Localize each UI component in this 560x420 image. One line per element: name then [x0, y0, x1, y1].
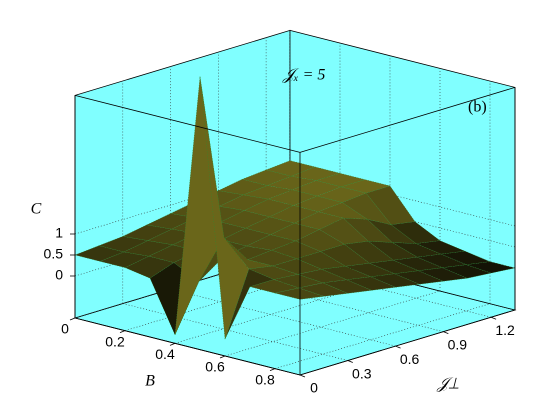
surface-face: [223, 237, 273, 270]
tick-mark: [219, 355, 226, 359]
x-tick-label: 0.2: [105, 333, 125, 349]
z-tick-label: 0.5: [44, 246, 64, 262]
y-tick-label: 0.6: [400, 351, 420, 367]
surface-face: [145, 213, 197, 230]
tick-mark: [169, 342, 176, 346]
surface-face: [274, 287, 324, 300]
box-edge: [74, 317, 301, 376]
surface-face: [218, 194, 270, 211]
x-tick-label: 0: [61, 321, 69, 337]
tick-mark: [119, 330, 126, 334]
tick-mark: [69, 317, 76, 321]
panel-label: (b): [468, 99, 487, 116]
surface-face: [219, 210, 271, 229]
x-tick-label: 0.6: [205, 359, 225, 375]
grid: [69, 30, 516, 378]
z-axis-label: C: [31, 201, 42, 218]
surface-face: [74, 245, 125, 262]
surface-face: [146, 228, 198, 246]
surface-face: [317, 202, 369, 220]
surface-face: [269, 222, 321, 242]
y-tick-label: 0.3: [352, 365, 372, 381]
surface-face: [220, 228, 272, 247]
surface-face: [243, 198, 295, 218]
surface-face: [292, 195, 344, 213]
box-edge: [74, 95, 301, 153]
surface-face: [293, 211, 345, 230]
box-edge: [299, 87, 516, 153]
tick-mark: [347, 360, 353, 363]
y-tick-label: 1.2: [495, 322, 515, 338]
x-tick-label: 0.4: [155, 346, 175, 362]
y-tick-label: 0: [310, 380, 318, 396]
surface-face: [316, 186, 367, 203]
surface-face: [268, 205, 320, 224]
surface-face: [244, 216, 296, 235]
tick-mark: [490, 316, 497, 320]
x-axis-label: B: [145, 373, 155, 390]
surface-face: [99, 251, 150, 268]
surface-face: [265, 160, 316, 177]
box-edge: [299, 309, 516, 376]
tick-mark: [443, 331, 449, 335]
surface: [74, 76, 516, 340]
y-axis-label: 𝒥⊥: [436, 376, 459, 393]
surface-face: [291, 180, 342, 197]
surface-face: [98, 236, 149, 253]
surface-face: [241, 169, 292, 186]
y-tick-label: 0.9: [448, 336, 468, 352]
z-tick-label: 0: [55, 267, 63, 283]
x-tick-label: 0.8: [255, 371, 275, 387]
tick-mark: [395, 345, 401, 349]
z-tick-label: 1: [55, 225, 63, 241]
surface-face: [123, 240, 174, 257]
axes-box: [74, 87, 516, 376]
surface-face: [365, 185, 416, 225]
tick-mark: [269, 368, 276, 372]
labels: 𝒥ₓ = 5 (b) B 𝒥⊥ C 0 0.2 0.4 0.6 0.8 0 0.3 0.6 0.…: [31, 67, 515, 396]
surface-face: [174, 76, 225, 336]
tick-mark: [299, 374, 306, 378]
surface-face: [267, 189, 319, 206]
annotation: 𝒥ₓ = 5: [282, 67, 325, 84]
surface-face: [121, 224, 173, 241]
